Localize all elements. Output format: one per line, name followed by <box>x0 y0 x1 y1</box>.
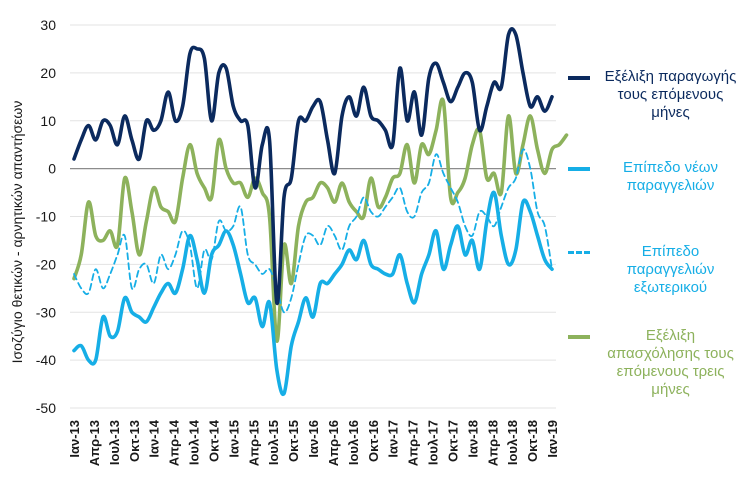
x-tick-label: Απρ-17 <box>406 420 421 466</box>
y-tick-label: -30 <box>36 304 56 320</box>
x-tick-label: Οκτ-18 <box>525 420 540 462</box>
legend-label: Επίπεδο παραγγελιών εξωτερικού <box>626 243 715 296</box>
y-tick-label: -50 <box>36 400 56 416</box>
y-tick-label: -40 <box>36 352 56 368</box>
y-tick-label: 10 <box>40 113 56 129</box>
legend-swatch <box>568 76 590 80</box>
x-tick-label: Οκτ-15 <box>286 420 301 462</box>
x-tick-label: Απρ-14 <box>167 419 182 466</box>
legend-label: Εξέλιξη απασχόλησης τους επόμενους τρεις… <box>607 327 734 398</box>
x-tick-label: Απρ-13 <box>87 420 102 466</box>
x-tick-label: Ιαν-13 <box>67 420 82 458</box>
x-tick-label: Ιαν-19 <box>545 420 560 458</box>
y-axis-ticks: 30 20 10 0 -10 -20 -30 -40 -50 <box>36 17 56 416</box>
y-axis-label: Ισοζύγιο θετικών - αρνητικών απαντήσεων <box>9 101 25 364</box>
x-tick-label: Ιαν-17 <box>386 420 401 458</box>
x-tick-label: Απρ-15 <box>246 420 261 466</box>
x-tick-label: Οκτ-14 <box>206 419 221 462</box>
x-tick-label: Οκτ-16 <box>366 420 381 462</box>
x-axis-ticks: Ιαν-13 Απρ-13 Ιουλ-13 Οκτ-13 Ιαν-14 Απρ-14 Ιου… <box>67 419 560 466</box>
series-line-export-orders <box>73 148 553 314</box>
y-tick-label: -10 <box>36 209 56 225</box>
x-tick-label: Απρ-18 <box>485 420 500 466</box>
legend-item-export-orders: Επίπεδο παραγγελιών εξωτερικού <box>568 243 743 297</box>
legend-label: Εξέλιξη παραγωγής τους επόμενους μήνες <box>604 68 737 121</box>
gridlines <box>70 24 556 409</box>
x-tick-label: Ιουλ-17 <box>426 420 441 465</box>
series-line-new-orders <box>72 190 554 397</box>
legend-item-production: Εξέλιξη παραγωγής τους επόμενους μήνες <box>568 68 743 122</box>
x-tick-label: Απρ-16 <box>326 420 341 466</box>
y-tick-label: -20 <box>36 256 56 272</box>
x-tick-label: Ιαν-14 <box>147 419 162 457</box>
x-tick-label: Οκτ-13 <box>127 420 142 462</box>
y-tick-label: 0 <box>48 161 56 177</box>
series-lines <box>72 27 569 397</box>
y-tick-label: 20 <box>40 65 56 81</box>
x-tick-label: Οκτ-17 <box>445 420 460 462</box>
x-tick-label: Ιουλ-13 <box>107 420 122 465</box>
legend-label: Επίπεδο νέων παραγγελιών <box>623 159 718 194</box>
x-tick-label: Ιουλ-18 <box>505 420 520 465</box>
legend-swatch <box>568 251 590 254</box>
legend-swatch <box>568 167 590 171</box>
x-tick-label: Ιουλ-14 <box>187 419 202 465</box>
y-tick-label: 30 <box>40 17 56 33</box>
x-tick-label: Ιαν-15 <box>226 420 241 458</box>
legend-swatch <box>568 335 590 339</box>
legend-item-employment: Εξέλιξη απασχόλησης τους επόμενους τρεις… <box>568 327 743 399</box>
x-tick-label: Ιουλ-16 <box>346 420 361 465</box>
series-line-employment <box>72 97 569 343</box>
legend-item-new-orders: Επίπεδο νέων παραγγελιών <box>568 159 743 195</box>
x-tick-label: Ιαν-18 <box>465 420 480 458</box>
series-line-production <box>72 27 554 305</box>
x-tick-label: Ιουλ-15 <box>266 420 281 465</box>
x-tick-label: Ιαν-16 <box>306 420 321 458</box>
